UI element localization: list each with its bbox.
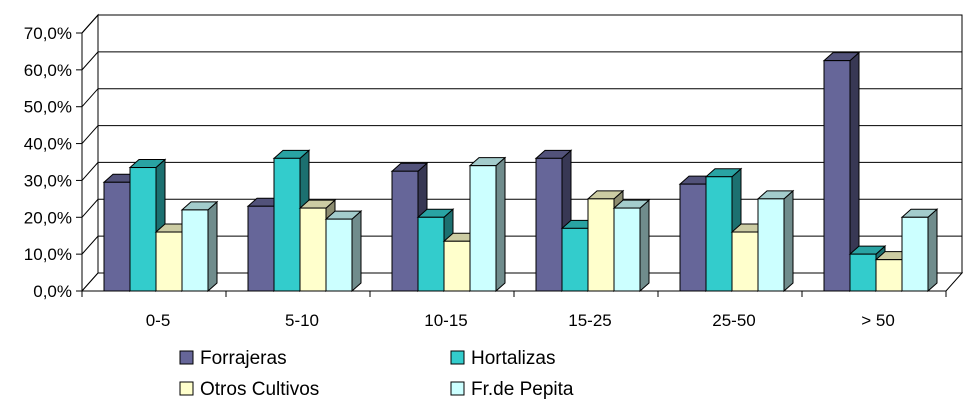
y-tick-label: 70,0% [24,24,72,43]
x-tick-label: 25-50 [712,311,755,330]
bar-front [875,259,903,292]
bar [324,210,363,293]
legend-swatch [179,381,194,396]
bar-front [273,157,301,292]
bar [900,208,939,293]
bar-side [927,208,938,293]
gridline [81,125,962,144]
legend-label: Hortalizas [471,348,555,369]
bar-front [299,207,327,292]
bar-front [391,170,419,292]
x-tick-label: 10-15 [424,311,467,330]
gridline [81,198,962,218]
bar [180,200,219,293]
x-tick-label: 15-25 [568,311,611,330]
gridlines [81,14,962,255]
y-tick-label: 10,0% [24,245,72,264]
gridline [81,161,962,181]
bar-front [417,216,445,292]
bar-front [705,176,733,292]
legend-swatch [179,350,194,365]
bar-front [181,209,209,292]
bar-side [495,156,506,293]
bar-front [247,205,275,292]
legend-label: Forrajeras [200,348,287,369]
y-tick-label: 30,0% [24,171,72,190]
gridline [81,14,962,34]
bar-front [587,198,615,292]
bar-front [823,60,851,292]
bar [822,51,861,293]
x-axis-ticks: 0-5 5-10 10-15 15-25 25-50 > 50 [81,290,947,330]
bar-front [129,167,157,292]
legend-swatch [450,350,465,365]
x-tick-label: > 50 [861,311,895,330]
bar-front [535,157,563,292]
legend-label: Fr.de Pepita [471,379,574,400]
bar-front [757,198,785,292]
bar [534,149,573,293]
x-tick-label: 0-5 [146,311,171,330]
bar-front [325,218,353,292]
bar-front [679,183,707,292]
legend-swatch [450,381,465,396]
bar [756,189,795,293]
legend-item: Fr.de Pepita [450,379,574,400]
y-axis-ticks: 0,0% 10,0% 20,0% 30,0% 40,0% 50,0% 60,0% 70,0% [24,24,83,301]
bar-front [561,227,589,292]
bar-front [155,231,183,292]
gridline [81,88,962,108]
gridline [81,51,962,71]
x-tick-label: 5-10 [285,311,319,330]
y-tick-label: 60,0% [24,61,72,80]
legend-item: Otros Cultivos [179,379,319,400]
bars [102,51,939,293]
bar-side [783,189,794,293]
bar-front [849,253,877,292]
bar [468,156,507,293]
bar-front [731,231,759,292]
y-tick-label: 50,0% [24,98,72,117]
bar [612,198,651,293]
bar-front [469,165,497,292]
bar-front [613,207,641,292]
side-wall [81,13,99,293]
legend-item: Hortalizas [450,348,555,369]
legend-item: Forrajeras [179,348,287,369]
bar-side [207,200,218,293]
y-tick-label: 20,0% [24,208,72,227]
bar-front [103,181,131,292]
y-tick-label: 40,0% [24,135,72,154]
y-tick-label: 0,0% [33,282,72,301]
bar-front [443,240,471,292]
legend: Forrajeras Hortalizas Otros Cultivos Fr.de … [179,348,574,400]
bar-side [639,198,650,293]
bar-side [351,210,362,293]
legend-label: Otros Cultivos [200,379,319,400]
gridline [81,235,962,255]
bar-front [901,216,929,292]
